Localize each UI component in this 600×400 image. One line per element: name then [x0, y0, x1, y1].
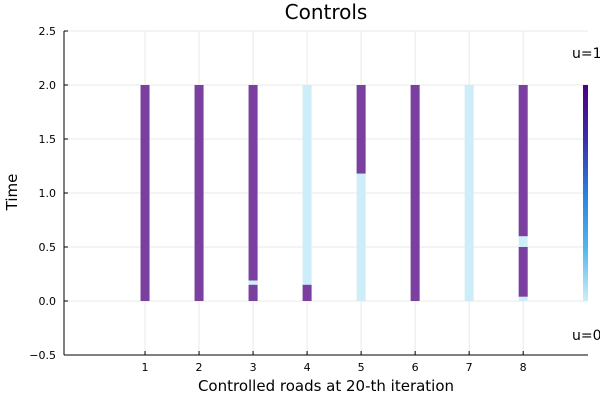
road-3-on-segment — [248, 284, 258, 301]
road-8-on-segment — [518, 85, 528, 237]
road-3-on-segment — [248, 85, 258, 281]
road-control-bars — [140, 85, 528, 301]
x-tick-label: 1 — [142, 361, 149, 374]
road-5-off-bar — [356, 85, 366, 301]
x-tick-label: 4 — [304, 361, 311, 374]
y-tick-label: 1.5 — [39, 133, 57, 146]
y-tick-label: −0.5 — [29, 349, 56, 362]
x-tick-label: 8 — [520, 361, 527, 374]
x-tick-label: 2 — [196, 361, 203, 374]
y-tick-label: 2.0 — [39, 79, 57, 92]
x-tick-label: 5 — [358, 361, 365, 374]
x-axis-label: Controlled roads at 20-th iteration — [198, 377, 454, 395]
x-tick-label: 7 — [466, 361, 473, 374]
y-tick-label: 0.0 — [39, 295, 57, 308]
x-ticks: 1 2 3 4 5 6 7 8 — [142, 351, 527, 374]
road-2-on-segment — [194, 85, 204, 301]
x-tick-label: 3 — [250, 361, 257, 374]
colorbar-max-label: u=1 — [572, 46, 600, 62]
y-tick-label: 0.5 — [39, 241, 57, 254]
road-7-off-bar — [464, 85, 474, 301]
y-axis-label: Time — [3, 174, 21, 212]
road-8-on-segment — [518, 247, 528, 297]
colorbar — [583, 85, 588, 301]
road-5-on-segment — [356, 85, 366, 174]
x-tick-label: 6 — [412, 361, 419, 374]
y-tick-label: 2.5 — [39, 25, 57, 38]
chart-title: Controls — [285, 0, 368, 24]
colorbar-min-label: u=0 — [572, 328, 600, 344]
road-4-off-bar — [302, 85, 312, 301]
y-ticks: −0.5 0.0 0.5 1.0 1.5 2.0 2.5 — [29, 25, 68, 362]
y-tick-label: 1.0 — [39, 187, 57, 200]
road-6-on-segment — [410, 85, 420, 301]
road-1-on-segment — [140, 85, 150, 301]
road-4-on-segment — [302, 284, 312, 301]
